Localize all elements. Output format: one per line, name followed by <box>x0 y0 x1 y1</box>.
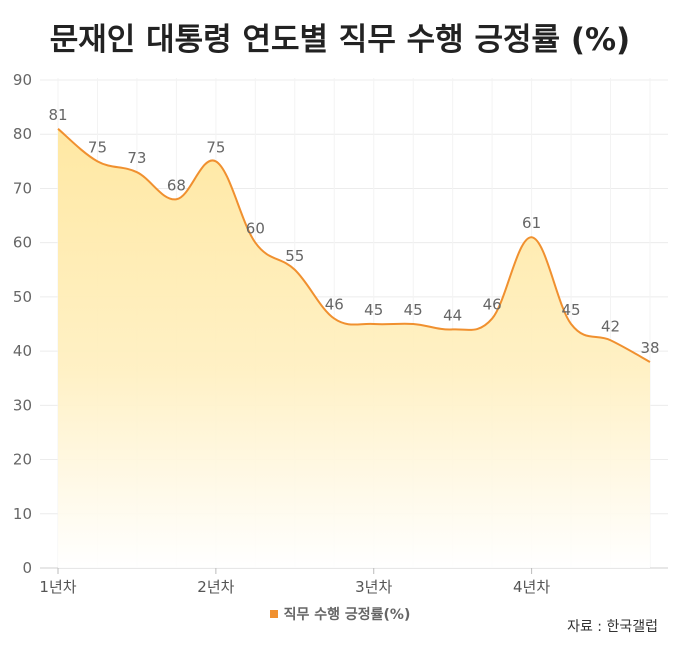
y-tick-label: 90 <box>13 71 32 89</box>
y-tick-label: 10 <box>13 505 32 523</box>
data-label: 38 <box>640 339 659 357</box>
series-line <box>57 128 651 363</box>
data-label: 68 <box>167 176 186 194</box>
legend-swatch <box>269 610 278 618</box>
x-tick-label: 1년차 <box>39 578 76 596</box>
data-label: 61 <box>522 214 541 232</box>
data-label: 55 <box>285 247 304 265</box>
data-labels: 81 75 73 68 75 60 55 46 45 45 44 46 61 45 42 38 <box>48 106 659 357</box>
y-tick-label: 20 <box>13 451 32 469</box>
y-tick-label: 70 <box>13 179 32 197</box>
data-label: 46 <box>325 296 344 314</box>
y-tick-label: 30 <box>13 396 32 414</box>
data-label: 60 <box>246 220 265 238</box>
y-tick-label: 50 <box>13 288 32 306</box>
chart-title: 문재인 대통령 연도별 직무 수행 긍정률 (%) <box>49 22 631 58</box>
x-tick-label: 4년차 <box>513 578 550 596</box>
data-label: 46 <box>483 296 502 314</box>
data-label: 44 <box>443 306 462 324</box>
x-tick-label: 2년차 <box>197 578 234 596</box>
y-axis: 0 10 20 30 40 50 60 70 80 90 <box>13 71 32 577</box>
data-label: 45 <box>404 301 423 319</box>
legend: 직무 수행 긍정률(%) <box>0 604 680 624</box>
y-tick-label: 40 <box>13 342 32 360</box>
x-tick-label: 3년차 <box>355 578 392 596</box>
y-tick-label: 80 <box>13 125 32 143</box>
legend-label: 직무 수행 긍정률(%) <box>283 607 411 623</box>
source-note: 자료 : 한국갤럽 <box>567 619 658 635</box>
y-tick-label: 60 <box>13 234 32 252</box>
data-label: 73 <box>127 149 146 167</box>
data-label: 81 <box>48 106 67 124</box>
data-label: 42 <box>601 317 620 335</box>
data-label: 75 <box>206 138 225 156</box>
data-label: 75 <box>88 138 107 156</box>
y-tick-label: 0 <box>22 559 32 577</box>
data-label: 45 <box>562 301 581 319</box>
x-axis: 1년차 2년차 3년차 4년차 <box>39 568 550 596</box>
data-label: 45 <box>364 301 383 319</box>
area-fill <box>58 128 650 569</box>
